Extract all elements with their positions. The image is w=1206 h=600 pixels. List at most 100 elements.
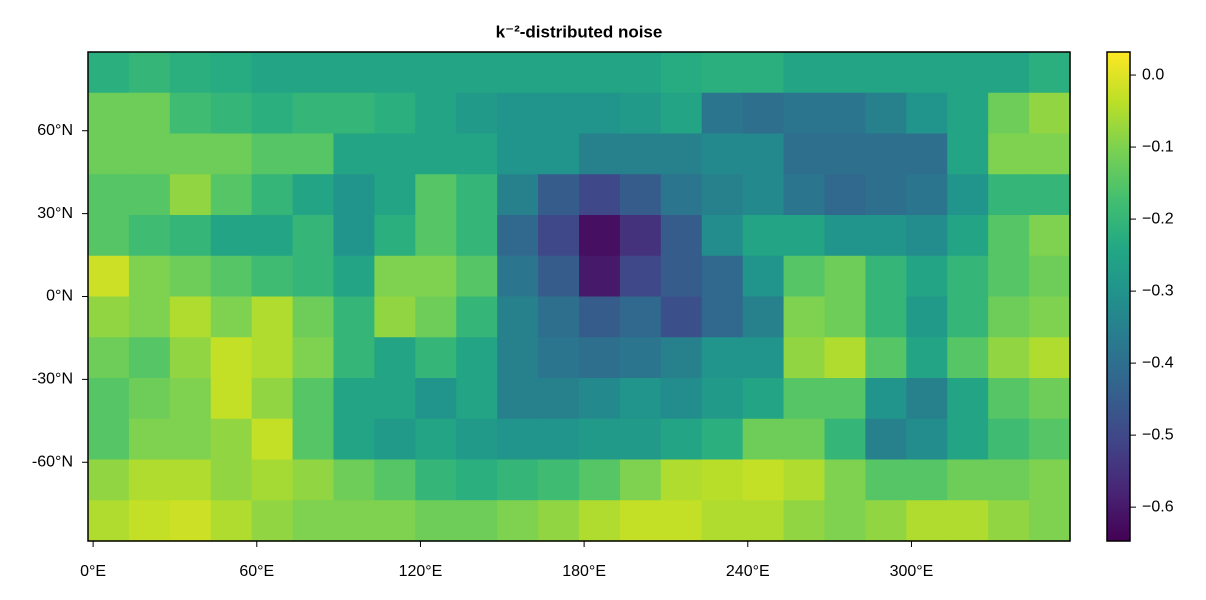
heatmap-cell xyxy=(947,92,989,135)
heatmap-cell xyxy=(742,52,785,94)
heatmap-cell xyxy=(415,500,457,542)
chart-title: k⁻²-distributed noise xyxy=(496,22,663,41)
heatmap-cell xyxy=(701,378,744,420)
heatmap-cell xyxy=(538,500,580,542)
heatmap-cell xyxy=(456,418,498,461)
heatmap-cell xyxy=(292,378,335,420)
heatmap-cell xyxy=(619,378,662,420)
heatmap-cell xyxy=(88,500,130,542)
heatmap-cell xyxy=(251,133,294,175)
heatmap-cell xyxy=(988,378,1030,420)
heatmap-cell xyxy=(169,378,212,420)
heatmap-cell xyxy=(579,378,621,420)
colorbar-tick-label: −0.4 xyxy=(1142,354,1174,371)
heatmap-cell xyxy=(251,500,294,542)
heatmap-cell xyxy=(947,133,989,175)
heatmap-cell xyxy=(701,215,744,257)
heatmap-cell xyxy=(947,296,989,338)
heatmap-cell xyxy=(865,52,907,94)
y-tick-label: 60°N xyxy=(37,122,73,139)
heatmap-cell xyxy=(88,52,130,94)
heatmap-cell xyxy=(619,92,662,135)
heatmap-cell xyxy=(128,255,171,298)
heatmap-cell xyxy=(169,500,212,542)
heatmap-cell xyxy=(742,337,785,379)
heatmap-cell xyxy=(538,52,580,94)
heatmap-cell xyxy=(619,296,662,338)
heatmap-cell xyxy=(865,378,907,420)
heatmap-cell xyxy=(292,337,335,379)
heatmap-cell xyxy=(701,174,744,216)
heatmap-cell xyxy=(1029,255,1071,298)
heatmap-cell xyxy=(619,255,662,298)
heatmap-cell xyxy=(292,52,335,94)
heatmap-cell xyxy=(865,255,907,298)
heatmap-cell xyxy=(415,459,457,501)
heatmap-cell xyxy=(456,378,498,420)
heatmap-cell xyxy=(497,337,539,379)
heatmap-cell xyxy=(947,337,989,379)
heatmap-cell xyxy=(660,174,703,216)
heatmap-cell xyxy=(783,378,826,420)
heatmap-cell xyxy=(333,133,376,175)
x-tick-label: 240°E xyxy=(726,563,770,580)
heatmap-cell xyxy=(701,296,744,338)
x-tick-label: 120°E xyxy=(399,563,443,580)
heatmap-cell xyxy=(128,133,171,175)
heatmap-cell xyxy=(456,337,498,379)
heatmap-cell xyxy=(538,133,580,175)
heatmap-cell xyxy=(128,92,171,135)
heatmap-cell xyxy=(824,174,867,216)
heatmap-cells xyxy=(88,52,1071,542)
colorbar-tick-label: −0.3 xyxy=(1142,282,1174,299)
heatmap-cell xyxy=(824,133,867,175)
heatmap-cell xyxy=(497,378,539,420)
heatmap-cell xyxy=(333,337,376,379)
heatmap-cell xyxy=(660,378,703,420)
heatmap-cell xyxy=(1029,215,1071,257)
heatmap-cell xyxy=(169,255,212,298)
heatmap-cell xyxy=(579,418,621,461)
heatmap-cell xyxy=(169,418,212,461)
heatmap-cell xyxy=(251,255,294,298)
heatmap-cell xyxy=(128,337,171,379)
heatmap-cell xyxy=(988,459,1030,501)
heatmap-cell xyxy=(947,418,989,461)
heatmap-cell xyxy=(169,92,212,135)
heatmap-cell xyxy=(210,459,253,501)
heatmap-cell xyxy=(292,92,335,135)
heatmap-cell xyxy=(742,255,785,298)
heatmap-cell xyxy=(619,215,662,257)
heatmap-cell xyxy=(619,337,662,379)
heatmap-cell xyxy=(210,337,253,379)
heatmap-cell xyxy=(88,255,130,298)
heatmap-cell xyxy=(88,459,130,501)
heatmap-cell xyxy=(415,133,457,175)
colorbar-tick-label: 0.0 xyxy=(1142,66,1164,83)
heatmap-cell xyxy=(169,215,212,257)
heatmap-cell xyxy=(783,255,826,298)
heatmap-cell xyxy=(1029,92,1071,135)
colorbar-tick-label: −0.2 xyxy=(1142,210,1174,227)
heatmap-cell xyxy=(865,418,907,461)
heatmap-cell xyxy=(701,52,744,94)
heatmap-cell xyxy=(742,133,785,175)
heatmap-cell xyxy=(538,337,580,379)
heatmap-cell xyxy=(783,418,826,461)
heatmap-cell xyxy=(210,296,253,338)
y-tick-label: -30°N xyxy=(32,371,73,388)
heatmap-cell xyxy=(1029,418,1071,461)
heatmap-cell xyxy=(988,500,1030,542)
heatmap-cell xyxy=(906,174,948,216)
heatmap-cell xyxy=(88,418,130,461)
heatmap-cell xyxy=(88,174,130,216)
heatmap-cell xyxy=(947,459,989,501)
heatmap-cell xyxy=(456,133,498,175)
heatmap-cell xyxy=(497,459,539,501)
heatmap-cell xyxy=(742,296,785,338)
heatmap-cell xyxy=(783,215,826,257)
heatmap-cell xyxy=(497,92,539,135)
heatmap-cell xyxy=(783,337,826,379)
heatmap-cell xyxy=(824,215,867,257)
heatmap-cell xyxy=(128,418,171,461)
